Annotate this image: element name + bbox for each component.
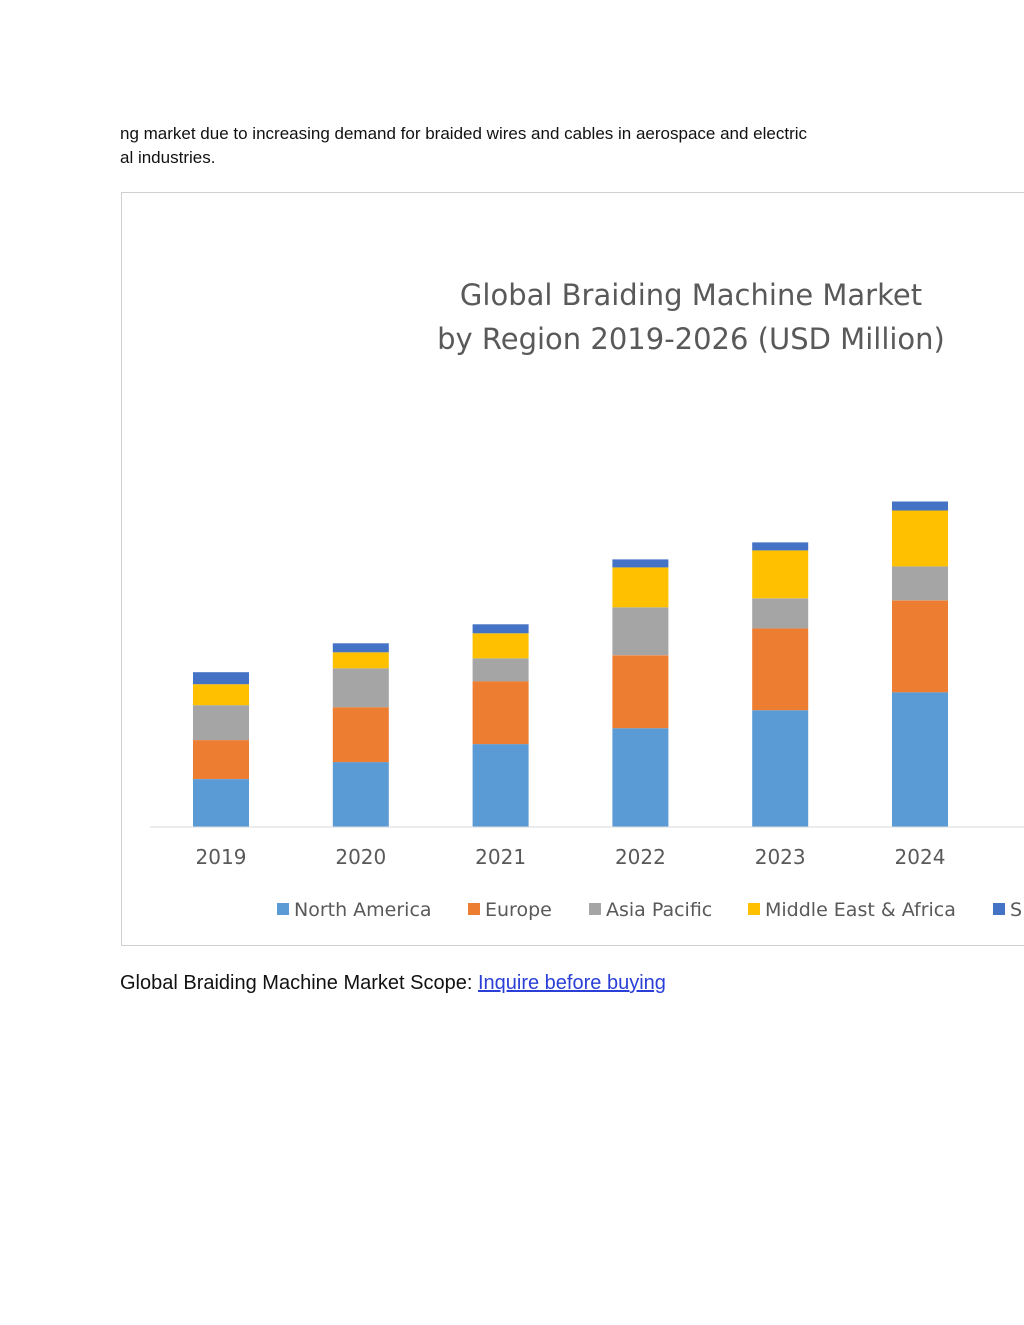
- bar-2023-europe: [752, 628, 809, 711]
- bar-2021-europe: [472, 681, 529, 745]
- legend-swatch-asia-pacific: [589, 903, 601, 915]
- chart-title-line-2: by Region 2019-2026 (USD Million): [437, 322, 945, 356]
- intro-paragraph: ng market due to increasing demand for b…: [120, 122, 920, 170]
- chart-caption: Global Braiding Machine Market Scope: In…: [120, 972, 666, 995]
- legend-swatch-north-america: [277, 903, 289, 915]
- stacked-bar-chart: Global Braiding Machine Market by Region…: [150, 278, 1024, 921]
- bar-2024-europe: [892, 600, 948, 693]
- bar-2020-asia-pacific: [332, 668, 389, 708]
- legend-swatch-middle-east-and-africa: [748, 903, 760, 915]
- legend-item-s: S: [993, 899, 1022, 921]
- bar-2024-north-america: [892, 692, 948, 827]
- bar-2023-middle-east-and-africa: [752, 550, 809, 599]
- legend-item-europe: Europe: [468, 899, 552, 921]
- bar-2024-middle-east-and-africa: [892, 510, 948, 567]
- bar-2024-asia-pacific: [892, 566, 948, 601]
- legend-label-middle-east-and-africa: Middle East & Africa: [765, 899, 956, 921]
- caption-text: Global Braiding Machine Market Scope:: [120, 972, 478, 994]
- chart-title-line-1: Global Braiding Machine Market: [460, 278, 922, 312]
- x-tick-label-2022: 2022: [615, 845, 666, 869]
- x-tick-label-2020: 2020: [335, 845, 386, 869]
- bar-2022-middle-east-and-africa: [612, 567, 669, 608]
- bar-2023-north-america: [752, 710, 809, 827]
- intro-line-2: al industries.: [120, 148, 216, 167]
- bar-2022-s: [612, 559, 669, 568]
- bar-group: [193, 501, 948, 827]
- legend-swatch-europe: [468, 903, 480, 915]
- inquire-link[interactable]: Inquire before buying: [477, 972, 666, 994]
- bar-2020-north-america: [332, 762, 389, 827]
- intro-line-1: ng market due to increasing demand for b…: [120, 124, 808, 143]
- bar-2019-europe: [193, 740, 249, 779]
- bar-2021-north-america: [472, 744, 529, 827]
- bar-2024-s: [892, 501, 948, 511]
- legend-swatch-s: [993, 903, 1005, 915]
- bar-2019-middle-east-and-africa: [193, 684, 249, 706]
- legend-item-middle-east-and-africa: Middle East & Africa: [748, 899, 956, 921]
- bar-2019-s: [193, 672, 249, 685]
- bar-2021-asia-pacific: [472, 658, 529, 682]
- bar-2020-middle-east-and-africa: [332, 652, 389, 669]
- bar-2019-north-america: [193, 779, 249, 827]
- legend-label-north-america: North America: [294, 899, 432, 921]
- bar-2023-s: [752, 542, 809, 551]
- bar-2022-europe: [612, 655, 669, 729]
- x-tick-label-2023: 2023: [755, 845, 806, 869]
- legend-label-asia-pacific: Asia Pacific: [606, 899, 712, 921]
- bar-2022-north-america: [612, 728, 669, 827]
- legend-item-north-america: North America: [277, 899, 432, 921]
- bar-2020-europe: [332, 707, 389, 763]
- legend-label-s: S: [1010, 899, 1022, 921]
- legend-item-asia-pacific: Asia Pacific: [589, 899, 712, 921]
- bar-2021-middle-east-and-africa: [472, 633, 529, 659]
- x-tick-label-2019: 2019: [196, 845, 247, 869]
- bar-2023-asia-pacific: [752, 598, 809, 629]
- bar-2022-asia-pacific: [612, 607, 669, 656]
- bar-2020-s: [332, 643, 389, 653]
- x-tick-labels: 2019 2020 2021 2022 2023 2024: [196, 845, 946, 869]
- bar-2019-asia-pacific: [193, 705, 249, 741]
- legend-label-europe: Europe: [485, 899, 552, 921]
- x-tick-label-2021: 2021: [475, 845, 526, 869]
- bar-2021-s: [472, 624, 529, 634]
- chart-legend: North America Europe Asia Pacific Middle Ea…: [277, 899, 1022, 921]
- x-tick-label-2024: 2024: [895, 845, 946, 869]
- chart-frame: Global Braiding Machine Market by Region…: [121, 192, 1024, 946]
